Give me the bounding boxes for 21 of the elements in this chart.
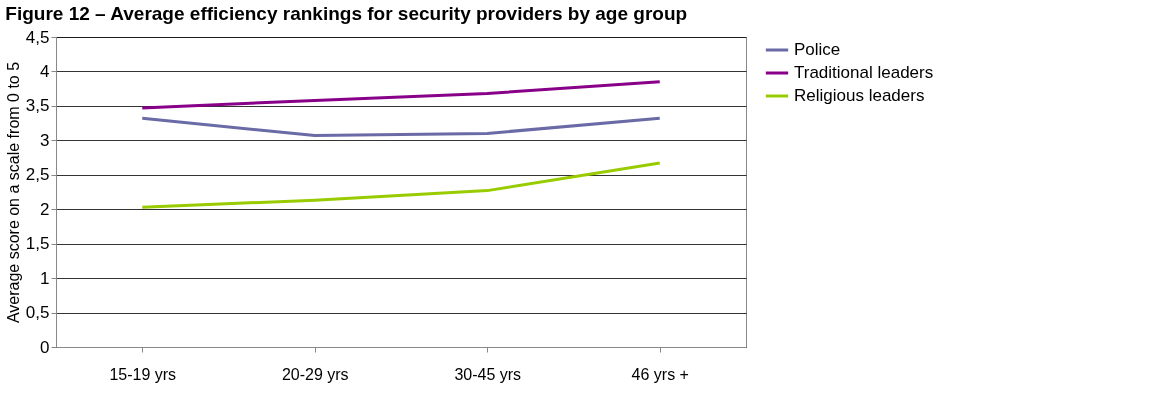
y-tick-label: 4,5 bbox=[25, 27, 50, 47]
x-tick-label: 15-19 yrs bbox=[109, 365, 177, 383]
x-tick-label: 46 yrs + bbox=[631, 365, 689, 383]
x-tick-label: 30-45 yrs bbox=[454, 365, 522, 383]
y-tick-label: 2 bbox=[40, 199, 50, 219]
legend-label: Religious leaders bbox=[794, 86, 925, 105]
y-tick-label: 1,5 bbox=[25, 234, 50, 254]
legend-label: Traditional leaders bbox=[794, 63, 934, 82]
y-tick-label: 3 bbox=[40, 130, 50, 150]
y-tick-label: 4 bbox=[40, 61, 50, 81]
y-tick-label: 3,5 bbox=[25, 96, 50, 116]
y-tick-label: 1 bbox=[40, 268, 50, 288]
line-series bbox=[140, 80, 662, 110]
line-series bbox=[140, 161, 662, 209]
y-tick-label: 0 bbox=[40, 337, 50, 357]
legend-label: Police bbox=[794, 40, 841, 59]
y-axis-title: Average score on a scale from 0 to 5 bbox=[4, 61, 22, 324]
y-tick-label: 0,5 bbox=[25, 303, 50, 323]
y-tick-label: 2,5 bbox=[25, 165, 50, 185]
x-tick-label: 20-29 yrs bbox=[281, 365, 349, 383]
chart-title: Figure 12 – Average efficiency rankings for security providers by age group bbox=[5, 3, 688, 24]
